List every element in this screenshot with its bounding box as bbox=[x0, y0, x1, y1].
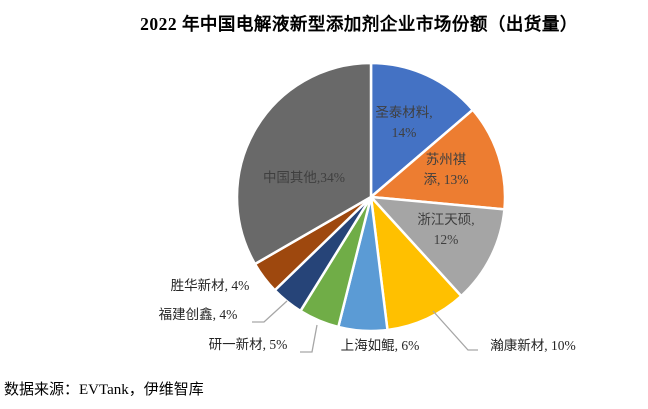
pie-label-line: 添, 13% bbox=[423, 172, 469, 187]
pie-label-5: 研一新材, 5% bbox=[209, 335, 288, 355]
source-note: 数据来源：EVTank，伊维智库 bbox=[4, 382, 204, 398]
pie-label-8: 中国其他,34% bbox=[263, 168, 345, 188]
pie-label-4: 上海如鲲, 6% bbox=[341, 336, 420, 356]
chart-title: 2022 年中国电解液新型添加剂企业市场份额（出货量） bbox=[140, 14, 578, 34]
pie-label-6: 福建创鑫, 4% bbox=[159, 305, 238, 325]
leader-line-5 bbox=[300, 324, 318, 353]
pie-label-line: 12% bbox=[433, 232, 459, 247]
pie-label-line: 苏州祺 bbox=[425, 151, 467, 167]
pie-slice-3 bbox=[369, 195, 463, 332]
leader-line-6 bbox=[252, 300, 288, 323]
pie-label-line: 中国其他,34% bbox=[262, 169, 346, 185]
pie-label-line: 上海如鲲, 6% bbox=[340, 337, 420, 353]
pie-label-line: 浙江天硕, bbox=[417, 211, 475, 227]
pie-label-line: 瀚康新材, 10% bbox=[490, 337, 576, 353]
pie-slice-1 bbox=[369, 108, 507, 211]
pie-label-7: 胜华新材, 4% bbox=[171, 276, 250, 296]
pie-label-3: 瀚康新材, 10% bbox=[490, 336, 576, 356]
leader-line-3 bbox=[432, 310, 478, 351]
pie-label-2: 浙江天硕, 12% bbox=[417, 210, 474, 251]
pie-slice-2 bbox=[369, 195, 506, 298]
pie-label-line: 圣泰材料, bbox=[375, 104, 433, 120]
pie-label-0: 圣泰材料, 14% bbox=[375, 103, 432, 144]
pie-label-line: 研一新材, 5% bbox=[208, 336, 288, 352]
pie-label-line: 14% bbox=[391, 125, 417, 140]
pie-slice-8 bbox=[235, 61, 373, 266]
pie-label-1: 苏州祺添, 13% bbox=[424, 150, 469, 191]
pie-slice-0 bbox=[369, 61, 475, 199]
pie-label-line: 胜华新材, 4% bbox=[170, 277, 250, 293]
pie-label-line: 福建创鑫, 4% bbox=[158, 306, 238, 322]
